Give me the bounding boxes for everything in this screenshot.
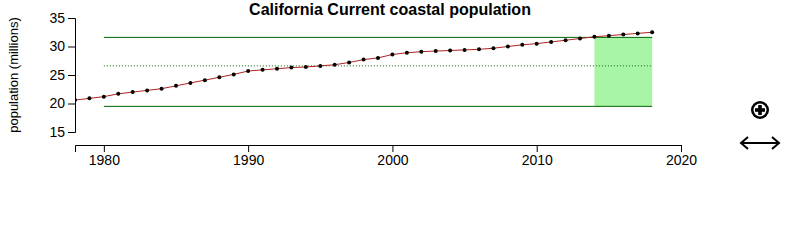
data-point [362, 58, 366, 62]
data-point [607, 34, 611, 38]
data-line [75, 32, 652, 100]
data-point [304, 65, 308, 69]
y-tick-label: 25 [49, 67, 65, 83]
x-tick-label: 2000 [377, 152, 408, 168]
y-tick-label: 20 [49, 95, 65, 111]
data-point [232, 72, 236, 76]
y-axis-title: population (millions) [6, 17, 21, 133]
x-tick-mark [392, 145, 393, 152]
x-tick-mark [104, 145, 105, 152]
x-tick: 2020 [666, 145, 697, 168]
zoom-icon [751, 101, 769, 119]
x-axis: 1980 1990 2000 2010 2020 [76, 145, 698, 168]
data-point [477, 47, 481, 51]
data-point [463, 48, 467, 52]
reference-line [104, 65, 652, 66]
x-tick-mark [248, 145, 249, 152]
data-point [419, 50, 423, 54]
y-tick-mark [68, 132, 75, 133]
data-point [491, 46, 495, 50]
x-tick: 1990 [233, 145, 264, 168]
data-point [131, 90, 135, 94]
data-point [289, 66, 293, 70]
data-point [261, 68, 265, 72]
y-tick: 15 [49, 124, 75, 140]
shaded-range [594, 37, 652, 106]
x-tick: 2000 [377, 145, 408, 168]
y-tick-mark [68, 104, 75, 105]
y-tick-label: 15 [49, 124, 65, 140]
data-point [578, 37, 582, 41]
x-tick: 1980 [89, 145, 120, 168]
data-point [506, 45, 510, 49]
y-tick: 30 [49, 38, 75, 54]
y-tick: 20 [49, 95, 75, 111]
data-point [405, 51, 409, 55]
y-tick: 25 [49, 67, 75, 83]
title: California Current coastal population [249, 1, 531, 18]
data-point [564, 38, 568, 42]
pan-icon-head [741, 137, 748, 149]
data-point [636, 31, 640, 35]
data-point [318, 64, 322, 68]
data-point [102, 95, 106, 99]
reference-line [104, 106, 652, 107]
reference-line [104, 37, 652, 38]
data-point [376, 56, 380, 60]
data-point [448, 48, 452, 52]
y-tick-mark [68, 47, 75, 48]
y-tick-label: 30 [49, 38, 65, 54]
data-point [87, 96, 91, 100]
x-tick-label: 2010 [522, 152, 553, 168]
data-point [535, 42, 539, 46]
data-point [333, 63, 337, 67]
y-tick-mark [68, 75, 75, 76]
data-point [621, 33, 625, 37]
data-point [390, 52, 394, 56]
data-point [217, 75, 221, 79]
data-point [592, 35, 596, 39]
data-point [188, 81, 192, 85]
x-tick-mark [537, 145, 538, 152]
plot-area [75, 30, 654, 106]
data-point [116, 92, 120, 96]
y-tick: 35 [49, 10, 75, 26]
data-point [275, 67, 279, 71]
data-point [650, 30, 654, 34]
data-point [549, 40, 553, 44]
x-tick-label: 1990 [233, 152, 264, 168]
data-point [246, 69, 250, 73]
pan-icon-head [772, 137, 779, 149]
pan-icon [741, 137, 779, 149]
x-tick: 2010 [522, 145, 553, 168]
data-point [520, 43, 524, 47]
zoom-icon-bar [758, 105, 762, 115]
data-point [145, 88, 149, 92]
data-point [160, 87, 164, 91]
pan-icon-shaft [742, 142, 778, 144]
x-tick-mark [681, 145, 682, 152]
y-axis: 15 20 25 30 35 [49, 10, 75, 140]
zoom-icon-circle [751, 101, 769, 119]
y-tick-label: 35 [49, 10, 65, 26]
data-point [347, 60, 351, 64]
chart: 15 20 25 30 35 1980 1990 2000 2010 2020 California… [0, 0, 800, 240]
data-point [174, 84, 178, 88]
y-axis-line [68, 19, 76, 133]
y-tick-mark [68, 18, 75, 19]
zoom-icon-inner [754, 104, 767, 117]
data-point [203, 78, 207, 82]
x-tick-label: 1980 [89, 152, 120, 168]
data-point [434, 49, 438, 53]
x-tick-label: 2020 [666, 152, 697, 168]
